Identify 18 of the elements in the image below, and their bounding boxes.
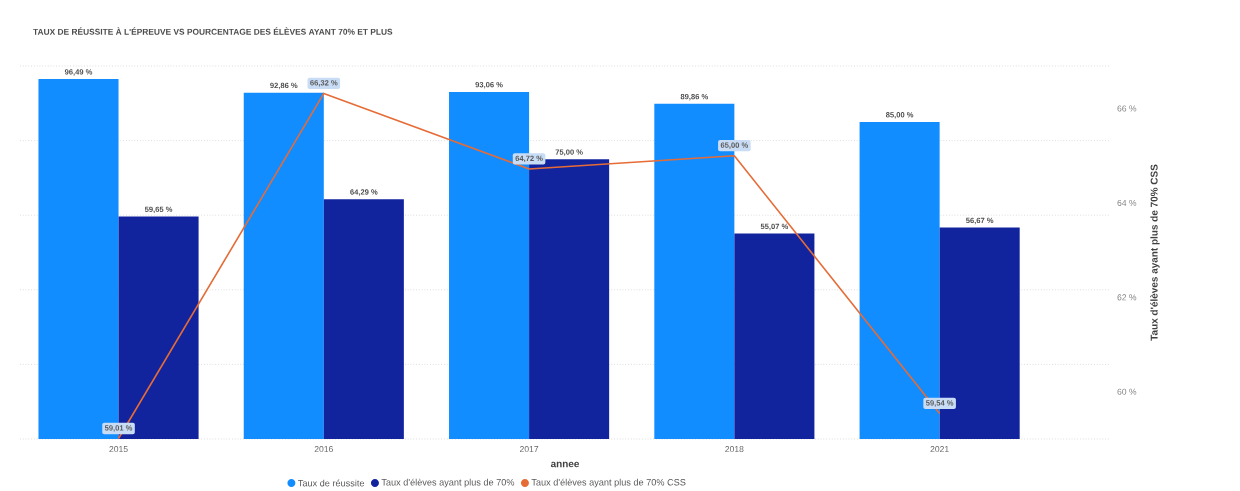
bar: [734, 233, 815, 439]
y2-tick-label: 60 %: [1117, 388, 1137, 395]
bar: [243, 92, 324, 439]
y2-tick-label: 64 %: [1117, 199, 1137, 206]
bar: [323, 199, 404, 439]
y2-tick-label: 66 %: [1117, 105, 1137, 112]
x-tick-label: 2021: [930, 446, 949, 453]
y2-axis-title: Taux d'élèves ayant plus de 70% CSS: [1150, 164, 1160, 341]
x-tick-label: 2017: [519, 446, 539, 453]
x-tick-label: 2016: [314, 446, 333, 453]
legend-label: Taux de réussite: [298, 479, 365, 487]
x-axis-title: annee: [550, 461, 580, 468]
chart-title: TAUX DE RÉUSSITE À L'ÉPREUVE VS POURCENTAGE DES ÉLÈVES AYANT 70% ET PLUS: [33, 27, 393, 35]
x-tick-label: 2015: [109, 446, 128, 453]
legend-label: Taux d'élèves ayant plus de 70%: [381, 478, 515, 488]
x-tick-label: 2018: [725, 446, 744, 453]
legend-label: Taux d'élèves ayant plus de 70% CSS: [531, 478, 686, 488]
y2-tick-label: 62 %: [1117, 294, 1137, 301]
